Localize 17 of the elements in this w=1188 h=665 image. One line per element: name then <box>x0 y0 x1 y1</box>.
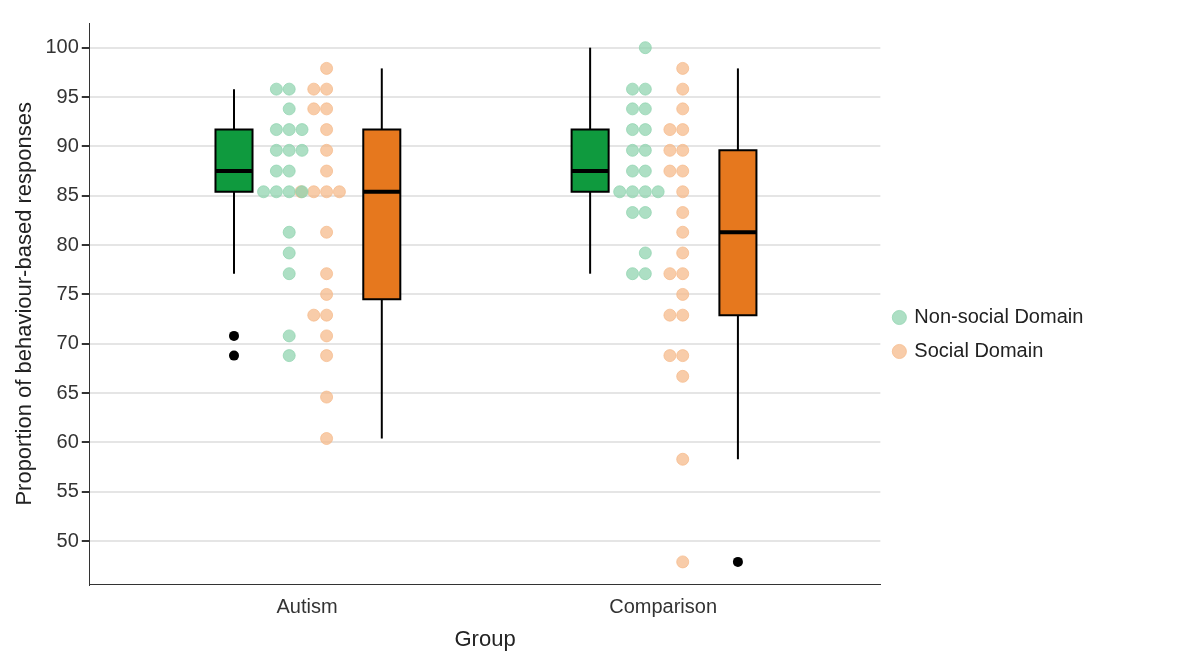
y-tick-label: 100 <box>45 35 79 58</box>
y-tick-label: 85 <box>56 183 79 206</box>
x-axis-title: Group <box>454 625 516 651</box>
y-tick-label: 90 <box>56 133 79 156</box>
y-tick-label: 80 <box>56 232 79 255</box>
y-tick-label: 60 <box>56 429 79 452</box>
y-tick-label: 70 <box>56 331 79 354</box>
y-tick-label: 50 <box>56 528 79 551</box>
legend-label: Social Domain <box>914 339 1110 362</box>
y-tick-label: 55 <box>56 479 79 502</box>
y-tick-label: 75 <box>56 281 79 304</box>
x-tick-label: Comparison <box>609 595 718 618</box>
y-axis-title: Proportion of behaviour-based responses <box>11 102 37 506</box>
y-tick-label: 95 <box>56 84 79 107</box>
x-tick-label: Autism <box>276 595 338 618</box>
legend-label: Non-social Domain <box>914 305 1151 328</box>
y-tick-label: 65 <box>56 380 79 403</box>
